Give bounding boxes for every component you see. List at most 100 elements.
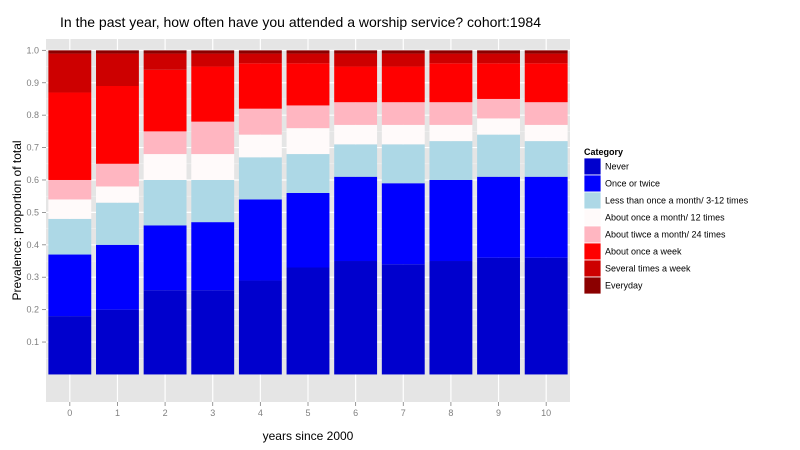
legend-swatch [583,242,602,261]
bar-segment [96,163,139,187]
y-tick-label: 0.1 [26,337,39,347]
y-tick-label: 0.9 [26,78,39,88]
bar-segment [286,53,330,64]
legend-label: Less than once a month/ 3-12 times [605,196,749,206]
bar-segment [429,63,473,103]
bar-segment [96,244,139,310]
bar-segment [524,63,568,103]
bar-segment [286,128,330,155]
bar-segment [48,53,92,93]
bar-segment [143,179,187,226]
bar-segment [429,102,473,125]
legend: Category Never Once or twice Less than onc… [583,147,749,295]
bar-segment [334,261,378,375]
bar-segment [191,290,235,375]
bar-segment [477,53,520,64]
bar-segment [238,53,282,64]
bar-segment [429,53,473,64]
bar-segment [96,53,139,86]
y-tick-label: 0.7 [26,143,39,153]
bar-segment [238,134,282,158]
bar-segment [524,176,568,258]
chart-title: In the past year, how often have you att… [60,14,541,30]
bar-segment [477,98,520,119]
bar-segment [238,280,282,375]
legend-swatch [583,157,602,176]
bar-segment [334,66,378,103]
bar-segment [286,192,330,268]
bar-segment [524,124,568,142]
bar-segment [143,53,187,70]
legend-swatch [583,225,602,244]
bar-segment [429,261,473,375]
bar-segment [191,53,235,67]
bar-segment [143,131,187,155]
bar-segment [381,264,425,375]
bar-segment [477,257,520,375]
x-tick-label: 9 [496,408,501,418]
legend-label: About tiwce a month/ 24 times [605,230,726,240]
bar-segment [238,63,282,109]
bar-segment [286,63,330,106]
bar-segment [143,225,187,291]
bar-segment [334,144,378,177]
legend-label: About once a month/ 12 times [605,213,725,223]
bar-segment [429,179,473,262]
bar-segment [48,316,92,375]
legend-label: Everyday [605,281,643,291]
bar-segment [381,124,425,145]
bar-segment [48,50,92,54]
bar-segment [238,108,282,135]
x-tick-label: 4 [258,408,263,418]
legend-label: Never [605,162,629,172]
bar-segment [143,154,187,180]
bar-segment [381,50,425,54]
bar-segment [286,267,330,375]
bar-segment [429,124,473,142]
bar-segment [524,257,568,375]
y-tick-label: 0.2 [26,305,39,315]
bar-segment [48,254,92,317]
bar-segment [96,202,139,245]
bar-segment [286,154,330,193]
bar-segment [191,154,235,180]
bar-segment [334,53,378,67]
legend-swatch [583,174,602,193]
bar-segment [429,50,473,54]
bar-segment [238,50,282,54]
bar-segment [143,290,187,375]
bar-segment [477,118,520,135]
x-axis-label: years since 2000 [263,429,354,443]
bar-segment [381,66,425,103]
x-axis-ticks: 0 1 2 3 4 5 6 7 8 9 10 [67,402,551,418]
x-tick-label: 8 [448,408,453,418]
legend-swatch [583,259,602,278]
y-tick-label: 0.6 [26,175,39,185]
bar-segment [334,176,378,262]
x-tick-label: 6 [353,408,358,418]
y-tick-label: 0.4 [26,240,39,250]
bar-segment [96,186,139,203]
bar-segment [48,199,92,219]
bar-segment [524,102,568,125]
y-tick-label: 1.0 [26,45,39,55]
x-tick-label: 5 [305,408,310,418]
y-axis-ticks: 0.1 0.2 0.3 0.4 0.5 0.6 0.7 0.8 0.9 1.0 [26,45,46,347]
bar-segment [286,50,330,54]
x-tick-label: 10 [541,408,551,418]
legend-swatch [583,208,602,227]
bar-segment [238,199,282,281]
x-tick-label: 0 [67,408,72,418]
bar-segment [524,141,568,177]
bar-segment [334,102,378,125]
bar-segment [48,218,92,255]
bar-segment [96,309,139,375]
legend-swatch [583,276,602,295]
bar-segment [143,50,187,54]
bar-segment [143,69,187,132]
bar-segment [334,124,378,145]
legend-title: Category [584,147,623,157]
bar-segment [477,50,520,54]
x-tick-label: 2 [163,408,168,418]
